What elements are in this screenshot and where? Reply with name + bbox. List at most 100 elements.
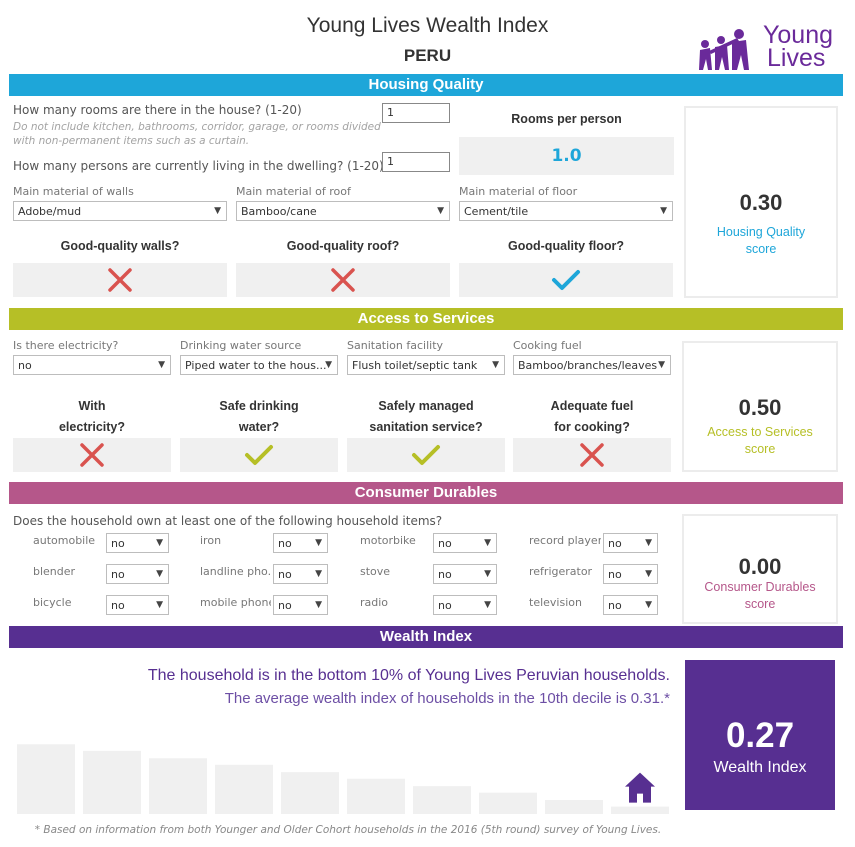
chevron-down-icon: ▼ <box>658 360 665 370</box>
section-consumer-durables: Consumer Durables <box>9 482 843 504</box>
water-select[interactable]: Piped water to the hous... ▼ <box>180 355 338 375</box>
fuel-label: Cooking fuel <box>513 339 582 352</box>
persons-input[interactable]: 1 <box>382 152 450 172</box>
decile-bar-5 <box>281 772 339 814</box>
wealth-average: The average wealth index of households i… <box>224 690 670 707</box>
chevron-down-icon: ▼ <box>315 600 322 610</box>
section-housing-quality: Housing Quality <box>9 74 843 96</box>
durable-label: motorbike <box>360 534 416 547</box>
electricity-result <box>13 438 171 472</box>
durable-select[interactable]: no ▼ <box>433 533 497 553</box>
durable-label: refrigerator <box>529 565 593 578</box>
durables-score-card: 0.00 Consumer Durables score <box>682 514 838 624</box>
roof-select[interactable]: Bamboo/cane ▼ <box>236 201 450 221</box>
floor-select[interactable]: Cement/tile ▼ <box>459 201 673 221</box>
durable-select[interactable]: no ▼ <box>106 533 169 553</box>
sanitation-label: Sanitation facility <box>347 339 444 352</box>
rooms-per-person-value: 1.0 <box>459 137 674 175</box>
durable-select[interactable]: no ▼ <box>273 533 328 553</box>
check-icon <box>245 445 273 465</box>
decile-bar-2 <box>83 750 141 814</box>
durable-select[interactable]: no ▼ <box>603 533 658 553</box>
chevron-down-icon: ▼ <box>492 360 499 370</box>
chevron-down-icon: ▼ <box>437 206 444 216</box>
chevron-down-icon: ▼ <box>660 206 667 216</box>
chevron-down-icon: ▼ <box>315 569 322 579</box>
housing-score-card: 0.30 Housing Quality score <box>684 106 838 298</box>
chevron-down-icon: ▼ <box>645 569 652 579</box>
country-name: PERU <box>403 46 452 65</box>
walls-question: Good-quality walls? <box>60 239 180 253</box>
durable-label: stove <box>360 565 391 578</box>
durable-label: automobile <box>33 534 96 547</box>
rooms-per-person-label: Rooms per person <box>511 112 622 126</box>
water-label: Drinking water source <box>180 339 302 352</box>
walls-select[interactable]: Adobe/mud ▼ <box>13 201 227 221</box>
floor-result <box>459 263 673 297</box>
house-icon <box>625 772 655 803</box>
section-wealth-index: Wealth Index <box>9 626 843 648</box>
durable-label: iron <box>200 534 222 547</box>
decile-bar-7 <box>413 786 471 814</box>
check-icon <box>412 445 440 465</box>
young-lives-logo: Young Lives <box>697 23 842 72</box>
wealth-index-value: 0.27 <box>725 716 795 755</box>
decile-bar-6 <box>347 778 405 814</box>
chevron-down-icon: ▼ <box>645 600 652 610</box>
decile-bar-8 <box>479 792 537 814</box>
durable-label: radio <box>360 596 389 609</box>
chevron-down-icon: ▼ <box>484 600 491 610</box>
services-score-value: 0.50 <box>738 395 782 420</box>
durable-select[interactable]: no ▼ <box>273 595 328 615</box>
rooms-note: Do not include kitchen, bathrooms, corri… <box>13 121 381 147</box>
durable-select[interactable]: no ▼ <box>106 564 169 584</box>
decile-bar-4 <box>215 764 273 814</box>
persons-question: How many persons are currently living in… <box>13 159 384 173</box>
housing-score-value: 0.30 <box>739 190 783 215</box>
durable-select[interactable]: no ▼ <box>603 564 658 584</box>
chevron-down-icon: ▼ <box>315 538 322 548</box>
durables-score-value: 0.00 <box>738 554 782 579</box>
fuel-select[interactable]: Bamboo/branches/leaves ▼ <box>513 355 671 375</box>
wealth-statement: The household is in the bottom 10% of Yo… <box>147 667 670 684</box>
electricity-select[interactable]: no ▼ <box>13 355 171 375</box>
rooms-question: How many rooms are there in the house? (… <box>13 103 302 117</box>
footnote: * Based on information from both Younger… <box>34 824 662 836</box>
durable-select[interactable]: no ▼ <box>106 595 169 615</box>
rooms-input[interactable]: 1 <box>382 103 450 123</box>
decile-chart-svg <box>17 744 669 814</box>
durable-select[interactable]: no ▼ <box>603 595 658 615</box>
durable-label: mobile phone <box>200 596 271 609</box>
durable-select[interactable]: no ▼ <box>433 564 497 584</box>
housing-score-label: Housing Quality score <box>716 225 806 256</box>
chevron-down-icon: ▼ <box>484 538 491 548</box>
roof-question: Good-quality roof? <box>286 239 400 253</box>
cross-icon <box>108 268 132 292</box>
durable-select[interactable]: no ▼ <box>433 595 497 615</box>
durables-score-label: Consumer Durables score <box>704 580 816 611</box>
durable-label: blender <box>33 565 76 578</box>
chevron-down-icon: ▼ <box>156 569 163 579</box>
sanitation-question: Safely managed sanitation service? <box>369 399 483 434</box>
durable-select[interactable]: no ▼ <box>273 564 328 584</box>
roof-result <box>236 263 450 297</box>
durable-label: record player <box>529 534 601 547</box>
decile-chart <box>17 730 677 814</box>
decile-bar-1 <box>17 744 75 814</box>
water-result <box>180 438 338 472</box>
chevron-down-icon: ▼ <box>325 360 332 370</box>
chevron-down-icon: ▼ <box>214 206 221 216</box>
water-question: Safe drinking water? <box>219 399 299 434</box>
electricity-label: Is there electricity? <box>13 339 119 352</box>
chevron-down-icon: ▼ <box>158 360 165 370</box>
durable-label: landline pho... <box>200 565 271 578</box>
page-title: Young Lives Wealth Index <box>306 14 549 37</box>
sanitation-select[interactable]: Flush toilet/septic tank ▼ <box>347 355 505 375</box>
wealth-index-label: Wealth Index <box>713 759 807 776</box>
durable-label: television <box>529 596 582 609</box>
floor-question: Good-quality floor? <box>508 239 624 253</box>
durable-label: bicycle <box>33 596 72 609</box>
services-score-card: 0.50 Access to Services score <box>682 341 838 472</box>
electricity-question: With electricity? <box>58 399 125 434</box>
walls-result <box>13 263 227 297</box>
